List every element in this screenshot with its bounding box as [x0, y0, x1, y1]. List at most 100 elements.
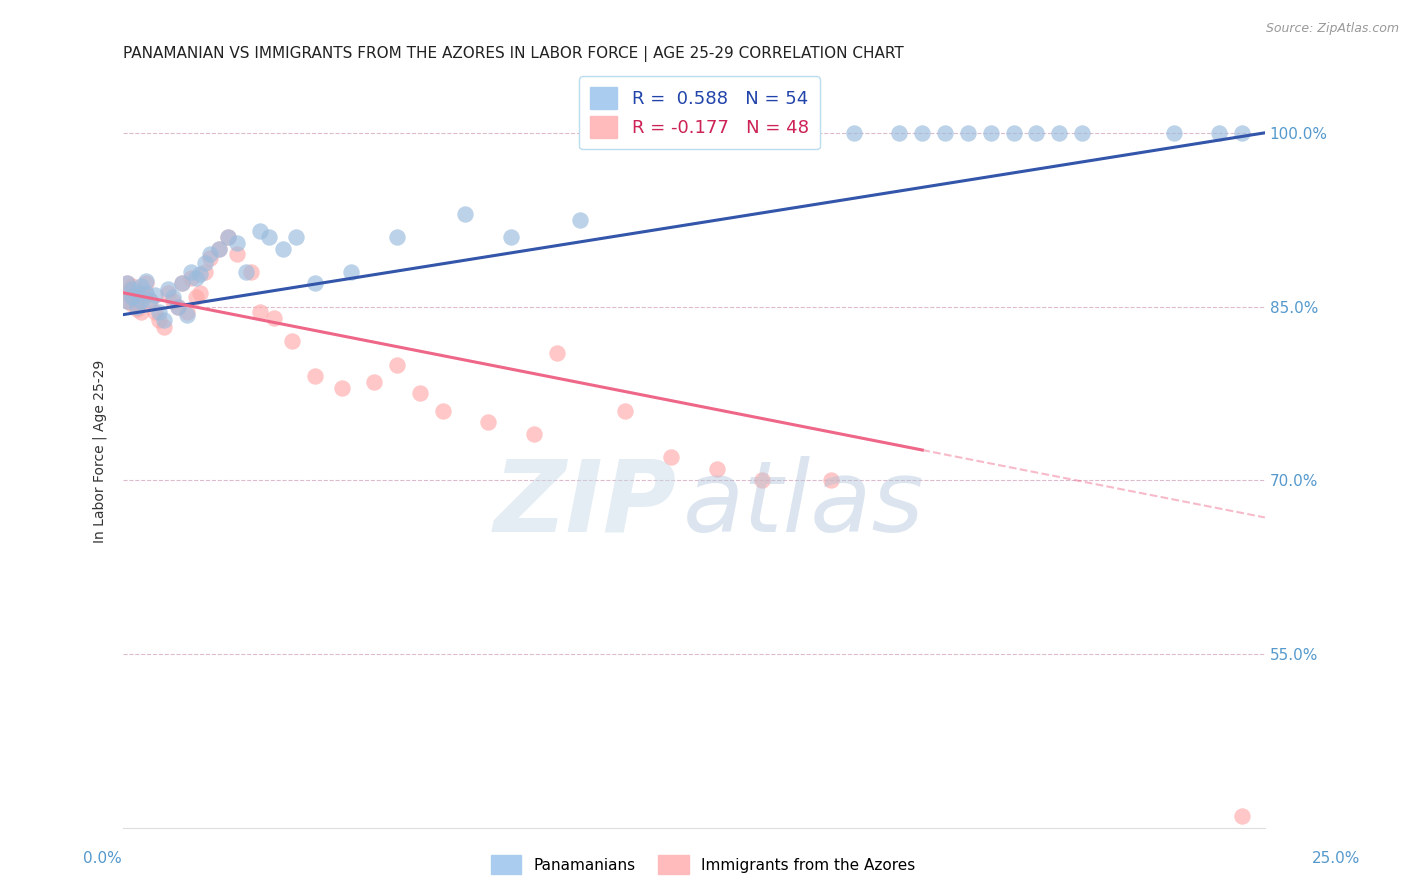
Point	[190, 285, 212, 300]
Point	[454, 207, 477, 221]
Point	[125, 293, 148, 307]
Point	[546, 346, 568, 360]
Point	[706, 462, 728, 476]
Point	[125, 300, 148, 314]
Point	[190, 267, 212, 281]
Point	[1002, 126, 1025, 140]
Point	[956, 126, 979, 140]
Point	[129, 305, 152, 319]
Point	[304, 369, 326, 384]
Point	[143, 305, 166, 319]
Point	[139, 293, 162, 307]
Point	[1208, 126, 1230, 140]
Point	[934, 126, 956, 140]
Point	[1230, 809, 1253, 823]
Point	[637, 126, 659, 140]
Point	[911, 126, 934, 140]
Point	[117, 293, 139, 308]
Legend: Panamanians, Immigrants from the Azores: Panamanians, Immigrants from the Azores	[485, 849, 921, 880]
Point	[208, 242, 231, 256]
Point	[304, 277, 326, 291]
Point	[135, 285, 157, 300]
Point	[226, 247, 249, 261]
Point	[176, 305, 198, 319]
Point	[121, 282, 143, 296]
Point	[157, 282, 180, 296]
Point	[194, 255, 217, 269]
Point	[330, 381, 353, 395]
Text: atlas: atlas	[682, 456, 924, 553]
Point	[281, 334, 304, 349]
Point	[121, 290, 143, 304]
Point	[1163, 126, 1185, 140]
Point	[148, 305, 170, 319]
Point	[129, 278, 152, 293]
Point	[340, 265, 363, 279]
Point	[249, 224, 271, 238]
Point	[125, 285, 148, 300]
Point	[184, 290, 207, 304]
Point	[409, 386, 432, 401]
Point	[139, 293, 162, 308]
Point	[135, 274, 157, 288]
Point	[820, 474, 842, 488]
Y-axis label: In Labor Force | Age 25-29: In Labor Force | Age 25-29	[93, 359, 107, 543]
Point	[249, 305, 271, 319]
Point	[198, 251, 221, 265]
Point	[166, 300, 188, 314]
Point	[117, 293, 139, 308]
Point	[523, 427, 546, 442]
Point	[194, 265, 217, 279]
Point	[271, 242, 294, 256]
Point	[125, 301, 148, 316]
Point	[659, 450, 682, 465]
Point	[568, 212, 591, 227]
Point	[477, 416, 499, 430]
Point	[980, 126, 1002, 140]
Point	[121, 297, 143, 311]
Point	[1047, 126, 1070, 140]
Point	[135, 277, 157, 291]
Point	[172, 277, 194, 291]
Point	[180, 270, 202, 285]
Point	[217, 230, 239, 244]
Point	[501, 230, 523, 244]
Point	[117, 285, 139, 300]
Point	[121, 278, 143, 293]
Point	[117, 277, 139, 291]
Point	[217, 230, 239, 244]
Point	[285, 230, 308, 244]
Point	[208, 242, 231, 256]
Point	[148, 313, 170, 327]
Legend: R =  0.588   N = 54, R = -0.177   N = 48: R = 0.588 N = 54, R = -0.177 N = 48	[579, 77, 820, 149]
Point	[153, 313, 176, 327]
Point	[129, 285, 152, 300]
Point	[180, 265, 202, 279]
Point	[842, 126, 865, 140]
Point	[153, 320, 176, 334]
Point	[797, 126, 820, 140]
Point	[614, 404, 637, 418]
Point	[129, 293, 152, 308]
Point	[432, 404, 454, 418]
Point	[363, 375, 385, 389]
Text: Source: ZipAtlas.com: Source: ZipAtlas.com	[1265, 22, 1399, 36]
Point	[239, 265, 262, 279]
Point	[135, 288, 157, 302]
Point	[157, 285, 180, 300]
Point	[121, 288, 143, 302]
Point	[385, 358, 408, 372]
Point	[226, 235, 249, 250]
Point	[117, 277, 139, 291]
Point	[235, 265, 257, 279]
Point	[889, 126, 911, 140]
Point	[176, 308, 198, 322]
Point	[198, 247, 221, 261]
Text: 0.0%: 0.0%	[83, 851, 122, 865]
Point	[751, 474, 773, 488]
Point	[172, 277, 194, 291]
Point	[143, 288, 166, 302]
Text: 25.0%: 25.0%	[1312, 851, 1360, 865]
Point	[263, 311, 285, 326]
Point	[162, 290, 184, 304]
